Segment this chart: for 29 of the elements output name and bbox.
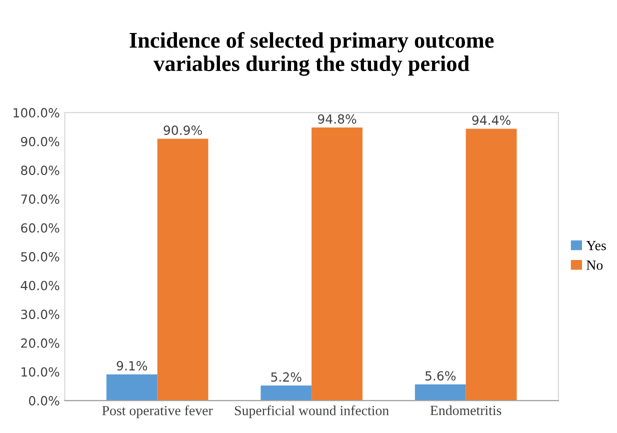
data-label: 9.1% [116, 361, 148, 371]
y-tick-label: 50.0% [21, 252, 60, 262]
y-tick-label: 40.0% [20, 280, 60, 290]
bar [106, 374, 158, 401]
y-tick-label: 100.0% [14, 108, 60, 118]
bar [414, 384, 466, 401]
y-tick-label: 70.0% [21, 194, 60, 204]
bar [260, 386, 312, 401]
x-tick-label: Superficial wound infection [234, 405, 389, 418]
legend-label: Yes [586, 241, 606, 250]
data-label: 94.4% [472, 115, 510, 125]
bar [157, 138, 208, 401]
data-label: 90.9% [164, 126, 202, 135]
data-label: 94.8% [318, 114, 356, 124]
bar [312, 128, 362, 401]
x-tick-label: Post operative fever [102, 405, 213, 418]
legend-label: No [586, 260, 603, 270]
x-tick-label: Endometritis [430, 405, 502, 416]
bar [466, 128, 517, 401]
y-tick-label: 60.0% [21, 223, 60, 233]
y-tick-label: 10.0% [22, 367, 60, 377]
data-label: 5.6% [425, 371, 456, 381]
data-label: 5.2% [271, 372, 302, 382]
y-tick-label: 20.0% [21, 338, 60, 348]
y-tick-label: 30.0% [21, 310, 60, 320]
y-tick-label: 80.0% [21, 166, 60, 176]
chart-title: Incidence of selected primary outcome variables during the study period [130, 32, 494, 76]
y-tick-label: 90.0% [21, 136, 60, 146]
y-tick-label: 0.0% [28, 396, 60, 406]
